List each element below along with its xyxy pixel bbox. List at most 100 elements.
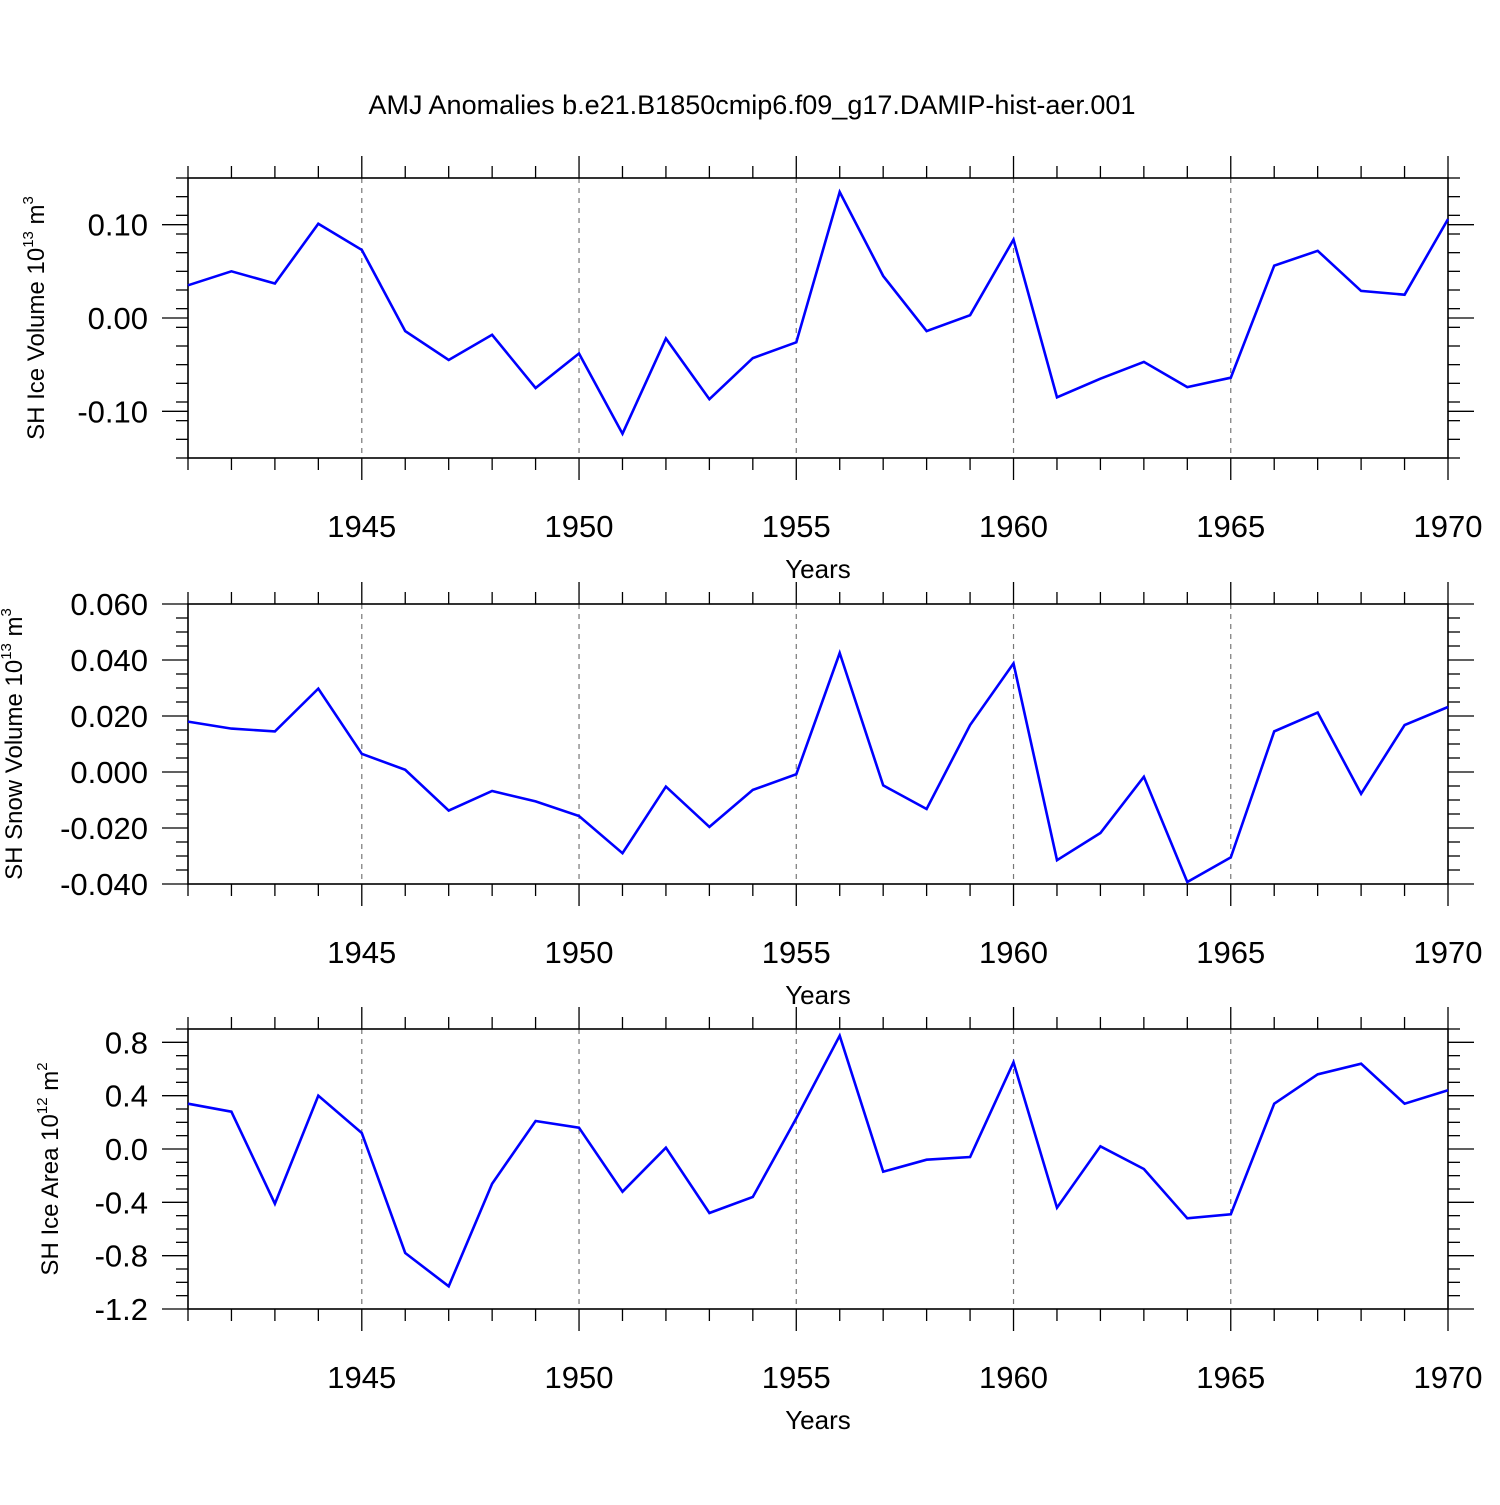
plot-frame bbox=[187, 603, 1449, 885]
y-tick-label: 0.060 bbox=[70, 587, 148, 622]
sh-ice-volume-point-1961 bbox=[1055, 395, 1059, 399]
x-tick-label: 1945 bbox=[327, 935, 396, 970]
x-tick-label: 1950 bbox=[545, 509, 614, 544]
sh-ice-volume-point-1957 bbox=[881, 274, 885, 278]
x-tick-label: 1955 bbox=[762, 1360, 831, 1395]
y-tick-label: 0.8 bbox=[105, 1025, 148, 1060]
y-axis-label: SH Ice Area 1012 m2 bbox=[34, 1062, 64, 1275]
sh-ice-volume-point-1968 bbox=[1359, 289, 1363, 293]
sh-snow-volume-point-1968 bbox=[1359, 792, 1363, 796]
y-tick-label: -0.040 bbox=[60, 867, 148, 902]
sh-snow-volume-point-1952 bbox=[664, 785, 668, 789]
sh-snow-volume-point-1953 bbox=[707, 825, 711, 829]
y-axis-label: SH Ice Volume 1013 m3 bbox=[20, 196, 50, 440]
sh-ice-volume-point-1955 bbox=[794, 340, 798, 344]
sh-ice-area-point-1946 bbox=[403, 1251, 407, 1255]
plot-frame bbox=[187, 177, 1449, 459]
y-axis-label: SH Snow Volume 1013 m3 bbox=[0, 608, 28, 880]
sh-ice-area-point-1943 bbox=[273, 1202, 277, 1206]
sh-ice-volume-point-1943 bbox=[273, 281, 277, 285]
sh-ice-volume-point-1956 bbox=[838, 190, 842, 194]
y-tick-label: -0.020 bbox=[60, 811, 148, 846]
sh-ice-volume-point-1970 bbox=[1446, 217, 1450, 221]
sh-ice-area-point-1962 bbox=[1098, 1144, 1102, 1148]
sh-ice-area-point-1961 bbox=[1055, 1206, 1059, 1210]
x-tick-label: 1960 bbox=[979, 935, 1048, 970]
sh-snow-volume-point-1950 bbox=[577, 814, 581, 818]
sh-snow-volume-point-1962 bbox=[1098, 831, 1102, 835]
y-tick-label: -1.2 bbox=[95, 1292, 148, 1327]
sh-ice-volume-point-1967 bbox=[1316, 249, 1320, 253]
sh-snow-volume-point-1963 bbox=[1142, 775, 1146, 779]
x-tick-label: 1955 bbox=[762, 509, 831, 544]
sh-ice-area-point-1964 bbox=[1185, 1216, 1189, 1220]
y-tick-label: 0.10 bbox=[88, 208, 148, 243]
sh-ice-area-point-1952 bbox=[664, 1146, 668, 1150]
sh-ice-area-point-1959 bbox=[968, 1155, 972, 1159]
sh-snow-volume-point-1941 bbox=[186, 720, 190, 724]
sh-ice-area-panel: -1.2 -0.8 -0.4 0.0 0.4 0.8 1945 1950 1955 1960 196… bbox=[34, 1007, 1482, 1435]
sh-snow-volume-point-1958 bbox=[925, 807, 929, 811]
x-tick-label: 1970 bbox=[1414, 509, 1483, 544]
sh-ice-area-point-1968 bbox=[1359, 1062, 1363, 1066]
sh-ice-area-point-1965 bbox=[1229, 1212, 1233, 1216]
sh-ice-area-point-1942 bbox=[229, 1110, 233, 1114]
sh-ice-volume-point-1966 bbox=[1272, 264, 1276, 268]
sh-ice-area-point-1950 bbox=[577, 1126, 581, 1130]
sh-snow-volume-point-1965 bbox=[1229, 855, 1233, 859]
x-tick-label: 1965 bbox=[1196, 1360, 1265, 1395]
sh-ice-area-point-1955 bbox=[794, 1116, 798, 1120]
sh-ice-volume-series-line bbox=[187, 188, 1450, 437]
y-tick-label: 0.4 bbox=[105, 1079, 148, 1114]
x-axis-label: Years bbox=[785, 554, 851, 584]
sh-snow-volume-point-1969 bbox=[1403, 723, 1407, 727]
x-tick-label: 1960 bbox=[979, 1360, 1048, 1395]
sh-ice-volume-point-1952 bbox=[664, 337, 668, 341]
sh-ice-volume-point-1969 bbox=[1403, 293, 1407, 297]
sh-ice-area-point-1941 bbox=[186, 1102, 190, 1106]
sh-ice-volume-panel: -0.10 0.00 0.10 1945 1950 1955 1960 1965 1970 Yea… bbox=[20, 156, 1482, 584]
sh-ice-volume-point-1945 bbox=[360, 248, 364, 252]
sh-snow-volume-point-1955 bbox=[794, 772, 798, 776]
x-tick-label: 1945 bbox=[327, 1360, 396, 1395]
sh-ice-area-series-line bbox=[187, 1032, 1449, 1289]
sh-ice-volume-point-1959 bbox=[968, 313, 972, 317]
y-tick-label: 0.0 bbox=[105, 1132, 148, 1167]
sh-ice-volume-point-1946 bbox=[403, 329, 407, 333]
sh-ice-area-point-1954 bbox=[751, 1195, 755, 1199]
sh-snow-volume-point-1959 bbox=[968, 723, 972, 727]
sh-snow-volume-point-1966 bbox=[1272, 729, 1276, 733]
sh-ice-volume-point-1962 bbox=[1098, 377, 1102, 381]
sh-ice-area-point-1944 bbox=[316, 1094, 320, 1098]
sh-ice-area-point-1970 bbox=[1446, 1088, 1450, 1092]
x-tick-label: 1960 bbox=[979, 509, 1048, 544]
sh-ice-area-point-1953 bbox=[707, 1211, 711, 1215]
sh-ice-area-point-1966 bbox=[1272, 1102, 1276, 1106]
x-tick-label: 1965 bbox=[1196, 935, 1265, 970]
y-tick-label: 0.000 bbox=[70, 755, 148, 790]
x-axis-label: Years bbox=[785, 980, 851, 1010]
sh-ice-area-point-1969 bbox=[1403, 1102, 1407, 1106]
sh-snow-volume-point-1945 bbox=[360, 752, 364, 756]
sh-ice-area-point-1963 bbox=[1142, 1167, 1146, 1171]
y-tick-label: 0.020 bbox=[70, 699, 148, 734]
x-axis-label: Years bbox=[785, 1405, 851, 1435]
sh-ice-area-point-1951 bbox=[620, 1190, 624, 1194]
sh-snow-volume-point-1954 bbox=[751, 788, 755, 792]
sh-ice-area-point-1949 bbox=[534, 1119, 538, 1123]
x-tick-label: 1970 bbox=[1414, 935, 1483, 970]
sh-ice-volume-point-1948 bbox=[490, 333, 494, 337]
sh-ice-area-point-1958 bbox=[925, 1158, 929, 1162]
sh-ice-volume-point-1960 bbox=[1012, 238, 1016, 242]
y-tick-label: 0.00 bbox=[88, 301, 148, 336]
sh-ice-volume-point-1944 bbox=[316, 222, 320, 226]
sh-snow-volume-point-1957 bbox=[881, 783, 885, 787]
sh-snow-volume-point-1948 bbox=[490, 789, 494, 793]
y-tick-label: -0.4 bbox=[95, 1185, 148, 1220]
sh-ice-volume-point-1951 bbox=[620, 432, 624, 436]
x-tick-label: 1945 bbox=[327, 509, 396, 544]
y-tick-label: -0.8 bbox=[95, 1239, 148, 1274]
sh-ice-volume-point-1953 bbox=[707, 397, 711, 401]
sh-ice-volume-point-1949 bbox=[534, 386, 538, 390]
